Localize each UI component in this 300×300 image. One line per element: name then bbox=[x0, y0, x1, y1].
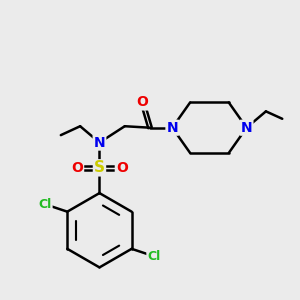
Text: O: O bbox=[71, 161, 83, 175]
Text: N: N bbox=[167, 121, 178, 135]
Text: Cl: Cl bbox=[147, 250, 161, 263]
Text: N: N bbox=[94, 136, 105, 150]
Text: N: N bbox=[241, 121, 252, 135]
Text: O: O bbox=[116, 161, 128, 175]
Text: S: S bbox=[94, 160, 105, 175]
Text: Cl: Cl bbox=[38, 198, 52, 211]
Text: O: O bbox=[136, 95, 148, 110]
